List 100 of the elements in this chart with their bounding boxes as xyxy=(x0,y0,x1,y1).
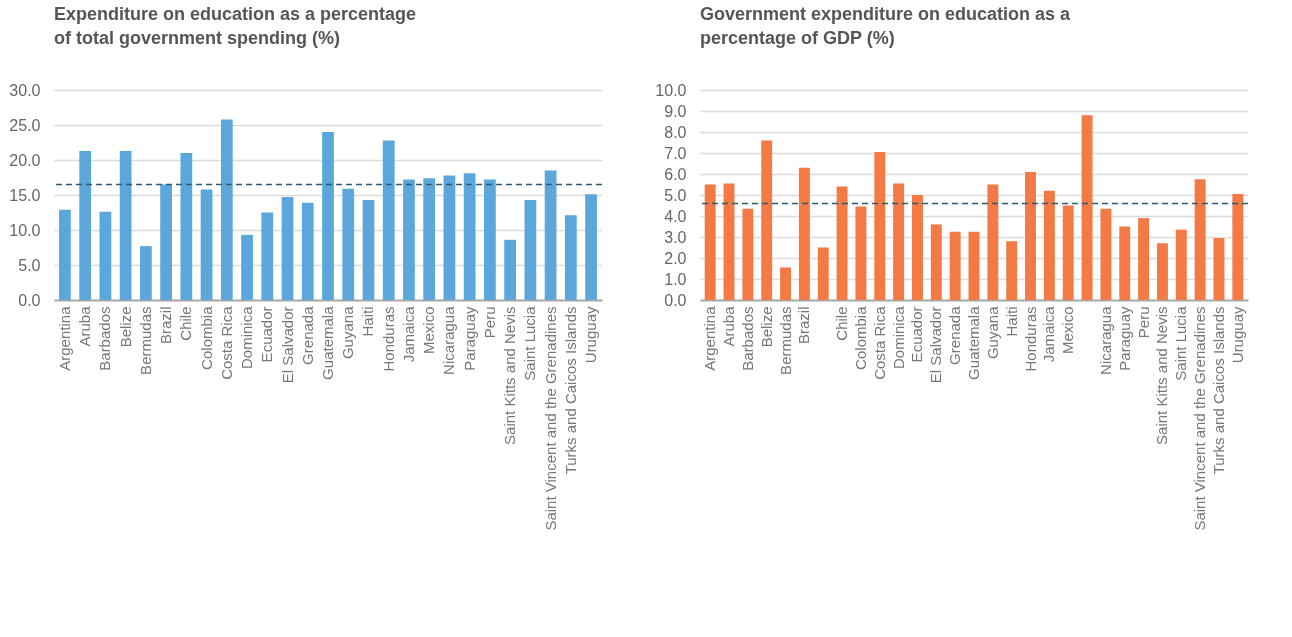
bar xyxy=(893,183,905,300)
x-tick-label: Saint Lucia xyxy=(521,305,539,381)
x-tick-label: Argentina xyxy=(55,305,73,371)
x-tick-label: Costa Rica xyxy=(217,305,235,380)
y-tick-label: 0.0 xyxy=(18,291,41,309)
x-tick-label: Saint Vincent and the Grenadines xyxy=(1191,306,1209,531)
bar xyxy=(798,167,810,300)
y-tick-label: 0.0 xyxy=(664,291,687,309)
bar xyxy=(261,212,274,300)
x-tick-label: Saint Kitts and Nevis xyxy=(501,306,519,445)
bar xyxy=(1006,241,1018,300)
x-tick-label: Uruguay xyxy=(1228,306,1246,364)
x-tick-label: Honduras xyxy=(379,306,397,372)
x-tick-label: Peru xyxy=(480,306,498,339)
y-tick-label: 9.0 xyxy=(664,102,687,120)
bar xyxy=(1062,205,1074,300)
bar xyxy=(742,208,754,300)
x-tick-label: Paraguay xyxy=(460,306,478,371)
bar xyxy=(119,150,132,300)
bar xyxy=(140,246,152,300)
x-tick-label: Costa Rica xyxy=(870,305,888,380)
y-tick-label: 10.0 xyxy=(655,81,687,99)
y-tick-label: 1.0 xyxy=(664,270,687,288)
bar xyxy=(968,231,980,300)
x-tick-label: Colombia xyxy=(851,305,869,370)
x-tick-label: Guyana xyxy=(339,305,357,360)
bar xyxy=(382,140,395,300)
bar xyxy=(1138,218,1150,300)
bar xyxy=(281,197,294,300)
x-tick-label: Mexico xyxy=(420,306,438,355)
bar xyxy=(1025,171,1036,300)
bar xyxy=(1081,115,1093,300)
bar xyxy=(524,199,537,300)
bar xyxy=(817,247,829,300)
bar xyxy=(1119,226,1131,300)
x-tick-label: Guatemala xyxy=(965,305,982,380)
bar xyxy=(1043,190,1055,300)
bar xyxy=(704,184,716,300)
bar xyxy=(200,189,213,300)
x-tick-label: Nicaragua xyxy=(1096,305,1114,375)
bar xyxy=(180,153,193,300)
bar xyxy=(930,224,942,300)
bar xyxy=(160,184,172,300)
y-tick-label: 4.0 xyxy=(664,207,687,225)
y-tick-label: 7.0 xyxy=(664,144,687,162)
y-tick-label: 25.0 xyxy=(9,116,41,134)
x-tick-label: Grenada xyxy=(298,305,316,365)
bar xyxy=(423,178,436,300)
x-tick-label: Bermudas xyxy=(136,306,154,375)
y-tick-label: 8.0 xyxy=(664,123,687,141)
y-tick-label: 10.0 xyxy=(9,221,41,239)
x-tick-label: Belize xyxy=(116,306,134,348)
x-tick-label: Haiti xyxy=(1002,306,1020,337)
bar xyxy=(403,179,415,300)
x-tick-label: Barbados xyxy=(96,306,114,371)
x-tick-label: Saint Lucia xyxy=(1172,305,1190,381)
y-tick-label: 6.0 xyxy=(664,165,687,183)
bar xyxy=(342,188,355,300)
x-tick-label: Belize xyxy=(757,306,775,348)
bar xyxy=(855,206,867,300)
chart-title: Government expenditure on education as a percentage of GDP (%) xyxy=(700,4,1072,48)
x-tick-label: Dominica xyxy=(238,305,256,370)
x-tick-label: Dominica xyxy=(889,305,907,370)
x-tick-label: Brazil xyxy=(157,306,175,345)
x-tick-label: Uruguay xyxy=(582,306,600,364)
bar xyxy=(1175,229,1187,300)
x-tick-label: Aruba xyxy=(720,305,738,347)
y-tick-label: 5.0 xyxy=(664,186,687,204)
x-tick-label: Turks and Caicos Islands xyxy=(561,306,579,475)
y-tick-label: 3.0 xyxy=(664,228,687,246)
bar xyxy=(780,267,792,300)
bar xyxy=(544,170,557,300)
bar xyxy=(987,184,999,300)
bar xyxy=(241,234,253,300)
bar xyxy=(443,175,456,300)
x-tick-label: Brazil xyxy=(795,306,813,345)
x-tick-label: Ecuador xyxy=(908,306,926,363)
bar xyxy=(220,119,233,300)
x-tick-label: Guatemala xyxy=(319,305,336,380)
bar xyxy=(59,209,71,300)
x-tick-label: Colombia xyxy=(197,305,215,370)
x-tick-label: Barbados xyxy=(738,306,756,371)
x-tick-label: Saint Kitts and Nevis xyxy=(1153,306,1171,445)
bar xyxy=(1156,243,1168,300)
bar xyxy=(949,231,961,300)
x-tick-label: Peru xyxy=(1134,306,1152,339)
x-tick-label: Aruba xyxy=(76,305,94,347)
x-tick-label: Saint Vincent and the Grenadines xyxy=(541,306,559,531)
x-tick-label: Mexico xyxy=(1059,306,1077,355)
x-tick-label: Haiti xyxy=(359,306,377,337)
bar xyxy=(585,194,597,300)
x-tick-label: Guyana xyxy=(983,305,1001,360)
x-tick-label: Chile xyxy=(833,306,851,341)
x-tick-label: Jamaica xyxy=(399,305,417,363)
y-tick-label: 30.0 xyxy=(9,81,41,99)
y-tick-label: 5.0 xyxy=(18,256,41,274)
bar xyxy=(79,150,92,300)
bar xyxy=(99,211,112,300)
bar xyxy=(484,179,496,300)
x-tick-label: Grenada xyxy=(946,305,964,365)
